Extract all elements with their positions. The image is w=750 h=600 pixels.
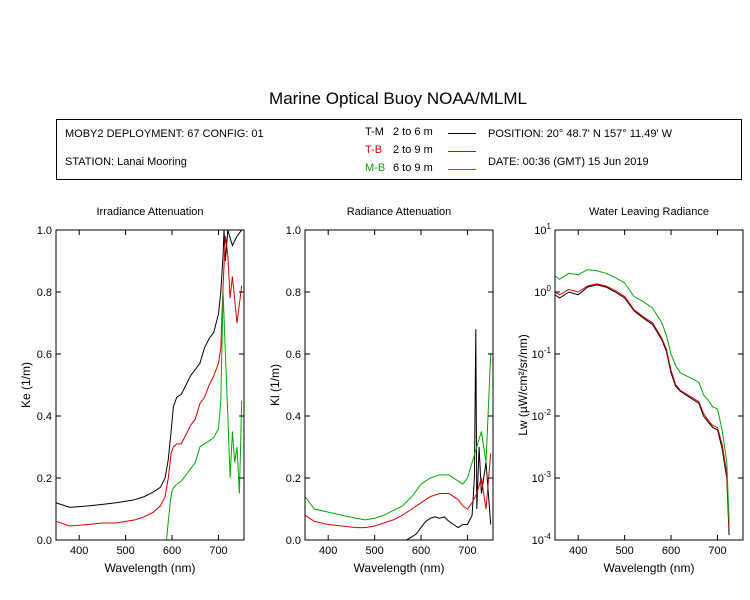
legend-line-mb <box>448 169 476 170</box>
series-line-t-b-3 <box>555 283 730 530</box>
x-tick-label: 600 <box>412 545 430 557</box>
deployment-text: MOBY2 DEPLOYMENT: 67 CONFIG: 01 <box>65 128 264 140</box>
x-axis-label-3: Wavelength (nm) <box>604 561 695 575</box>
legend-range-tb: 2 to 9 m <box>393 144 433 156</box>
y-tick-label: 1.0 <box>286 225 301 237</box>
legend-range-tm: 2 to 6 m <box>393 126 433 138</box>
y-tick-label: 10-1 <box>532 346 552 361</box>
y-tick-label: 10-3 <box>532 470 552 485</box>
legend-line-tb <box>448 151 476 152</box>
y-tick-label: 101 <box>534 222 551 237</box>
legend-code-mb: M-B <box>365 162 386 174</box>
position-text: POSITION: 20° 48.7' N 157° 11.49' W <box>488 128 672 140</box>
x-tick-label: 700 <box>458 545 476 557</box>
date-text: DATE: 00:36 (GMT) 15 Jun 2019 <box>488 156 649 168</box>
x-tick-label: 700 <box>708 545 726 557</box>
y-tick-label: 0.2 <box>286 473 301 485</box>
legend-range-mb: 6 to 9 m <box>393 162 433 174</box>
y-axis-label-2: Kl (1/m) <box>268 364 282 406</box>
x-axis-label-2: Wavelength (nm) <box>354 561 445 575</box>
y-tick-label: 0.0 <box>286 535 301 547</box>
series-line-m-b-3 <box>555 269 730 522</box>
x-tick-label: 600 <box>662 545 680 557</box>
x-axis-label-1: Wavelength (nm) <box>105 561 196 575</box>
y-tick-label: 10-2 <box>532 408 552 423</box>
series-line-t-m-3 <box>555 284 730 536</box>
series-line-t-b-1 <box>56 236 243 527</box>
y-tick-label: 1.0 <box>37 225 52 237</box>
chart-title-1: Irradiance Attenuation <box>96 206 203 218</box>
legend-code-tb: T-B <box>365 144 383 156</box>
x-tick-label: 700 <box>209 545 227 557</box>
x-tick-label: 500 <box>116 545 134 557</box>
plot-frame-1 <box>55 229 245 541</box>
series-line-m-b-2 <box>305 353 492 521</box>
info-box: MOBY2 DEPLOYMENT: 67 CONFIG: 01 STATION:… <box>56 119 742 180</box>
page-title: Marine Optical Buoy NOAA/MLML <box>269 89 527 108</box>
x-tick-label: 500 <box>615 545 633 557</box>
series-line-m-b-1 <box>166 291 243 540</box>
x-tick-label: 600 <box>163 545 181 557</box>
y-tick-label: 0.8 <box>37 287 52 299</box>
series-line-t-m-2 <box>405 329 492 540</box>
y-tick-label: 0.0 <box>37 535 52 547</box>
series-line-t-m-1 <box>56 230 243 508</box>
plot-frame-2 <box>304 229 494 541</box>
x-tick-label: 400 <box>569 545 587 557</box>
x-tick-label: 500 <box>365 545 383 557</box>
y-axis-label-1: Ke (1/m) <box>19 362 33 408</box>
x-tick-label: 400 <box>70 545 88 557</box>
chart-title-2: Radiance Attenuation <box>347 206 452 218</box>
y-tick-label: 0.2 <box>37 473 52 485</box>
y-tick-label: 0.4 <box>286 411 301 423</box>
legend-line-tm <box>448 133 476 134</box>
y-tick-label: 0.6 <box>37 349 52 361</box>
y-tick-label: 100 <box>534 284 551 299</box>
station-text: STATION: Lanai Mooring <box>65 156 187 168</box>
series-line-t-b-2 <box>305 453 492 529</box>
legend-code-tm: T-M <box>365 126 384 138</box>
y-tick-label: 0.8 <box>286 287 301 299</box>
y-axis-label-3: Lw (µW/cm²/sr/nm) <box>516 334 530 436</box>
y-tick-label: 10-4 <box>532 532 552 547</box>
chart-title-3: Water Leaving Radiance <box>589 206 709 218</box>
y-tick-label: 0.4 <box>37 411 52 423</box>
x-tick-label: 400 <box>319 545 337 557</box>
y-tick-label: 0.6 <box>286 349 301 361</box>
plot-frame-3 <box>554 229 744 541</box>
